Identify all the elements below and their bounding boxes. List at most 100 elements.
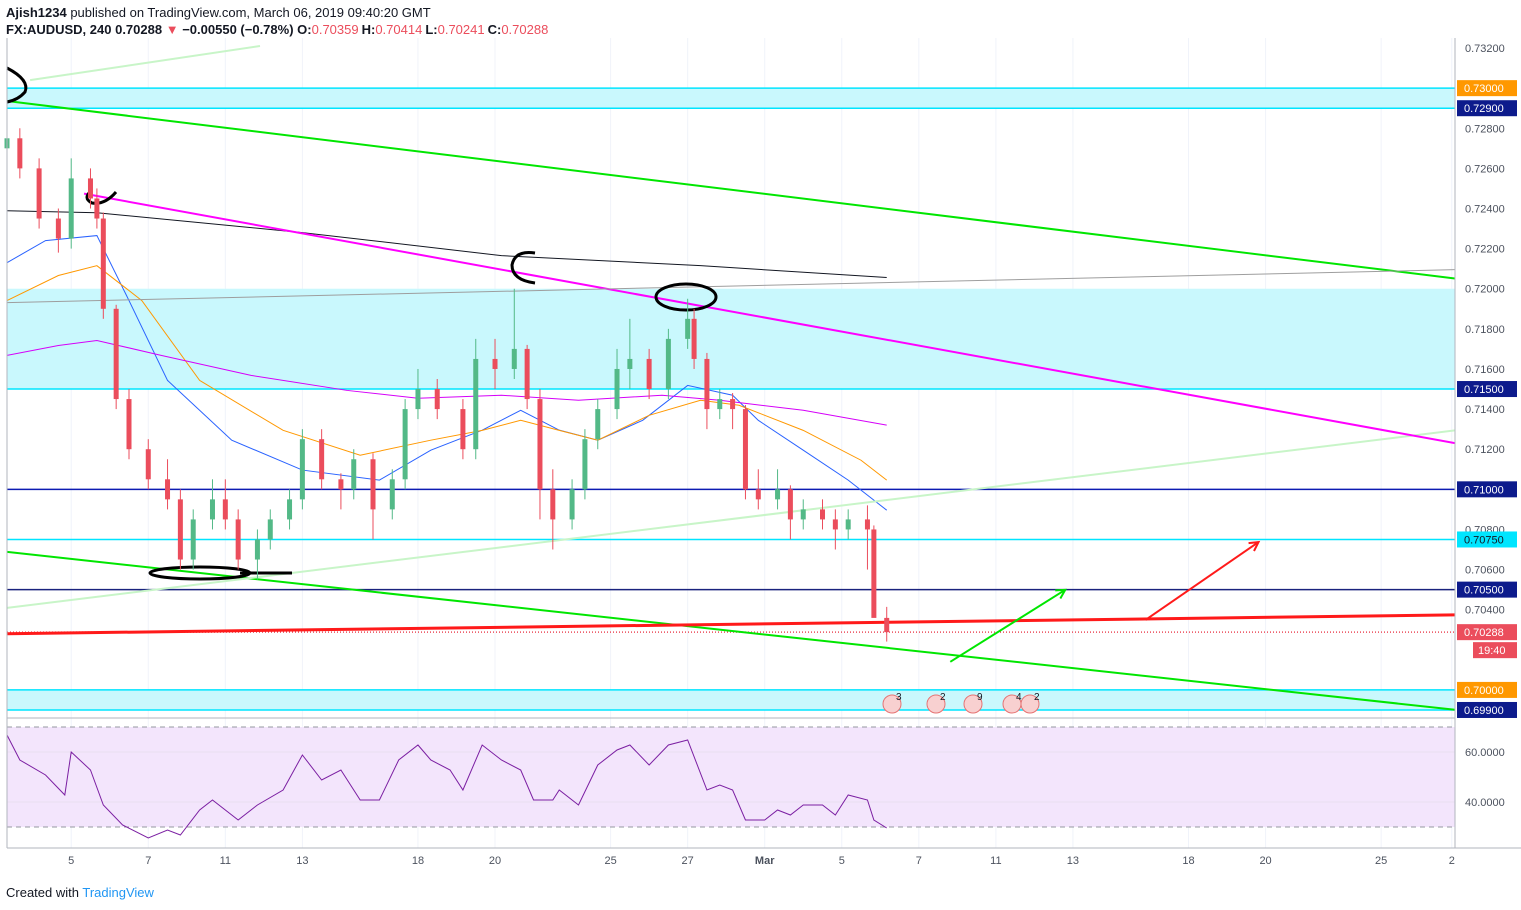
candle-body — [832, 519, 838, 530]
candle-body — [338, 479, 344, 490]
event-icon[interactable] — [926, 694, 946, 714]
candle-body — [287, 499, 293, 520]
candle-body — [537, 399, 543, 490]
y-tick-label: 0.71200 — [1465, 444, 1505, 456]
x-tick-label: 7 — [145, 855, 151, 867]
event-icon[interactable] — [1020, 694, 1040, 714]
x-tick-label: 5 — [839, 855, 845, 867]
candle-body — [370, 459, 376, 510]
trendline — [7, 429, 1455, 609]
ohlc-label: O: — [297, 22, 312, 37]
ohlc-value: 0.70241 — [437, 22, 485, 37]
candle-body — [113, 308, 119, 400]
trendline — [83, 192, 1455, 445]
price-label: 0.69900 — [1464, 705, 1504, 717]
x-tick-label: 27 — [682, 855, 694, 867]
candle-body — [704, 358, 710, 410]
ohlc-value: 0.70414 — [375, 22, 423, 37]
trendline — [7, 269, 1455, 304]
candle-body — [884, 617, 890, 633]
candle-body — [389, 479, 395, 510]
event-count: 2 — [1034, 692, 1040, 703]
event-icon[interactable] — [882, 694, 902, 714]
y-tick-label: 0.71800 — [1465, 324, 1505, 336]
x-tick-label: 25 — [1375, 855, 1387, 867]
ohlc-label: H: — [361, 22, 376, 37]
trendline — [949, 588, 1066, 663]
candle-body — [820, 509, 826, 520]
candle-body — [402, 409, 408, 480]
candle-body — [209, 499, 215, 520]
hand-curve — [85, 188, 118, 205]
price-label: 0.70500 — [1464, 585, 1504, 597]
price-label-bg — [1457, 80, 1517, 97]
candle-body — [190, 519, 196, 560]
x-tick-label: 20 — [489, 855, 501, 867]
y-tick-label: 60.0000 — [1465, 747, 1505, 759]
price-label-bg — [1457, 100, 1517, 117]
author[interactable]: Ajish1234 — [6, 5, 67, 20]
candle-body — [165, 479, 171, 500]
candle-body — [17, 138, 23, 169]
candle-body — [627, 358, 633, 369]
y-tick-label: 0.72800 — [1465, 123, 1505, 135]
candle-body — [434, 389, 440, 410]
x-tick-label: 13 — [296, 855, 308, 867]
candle-body — [569, 489, 575, 520]
moving-average — [7, 235, 888, 511]
rsi-band — [7, 727, 1455, 827]
brand[interactable]: TradingView — [82, 885, 154, 900]
candle-body — [473, 358, 479, 450]
x-tick-label: 11 — [220, 855, 231, 867]
zone — [7, 88, 1455, 109]
price-label: 0.71500 — [1464, 384, 1504, 396]
price-label: 0.73000 — [1464, 83, 1504, 95]
price-label: 0.71000 — [1464, 484, 1504, 496]
x-tick-label: 18 — [1182, 855, 1194, 867]
y-tick-label: 0.70600 — [1465, 565, 1505, 577]
frame — [6, 38, 1521, 849]
event-icon[interactable] — [963, 694, 983, 714]
y-tick-label: 0.73200 — [1465, 43, 1505, 55]
candle-body — [582, 439, 588, 490]
event-count: 2 — [940, 692, 946, 703]
hand-drawings — [6, 66, 718, 581]
price-label-bg — [1457, 681, 1517, 698]
candle-body — [755, 489, 761, 500]
y-tick-label: 0.71600 — [1465, 364, 1505, 376]
candle-body — [730, 399, 736, 410]
rsi-line — [7, 734, 887, 839]
candle-body — [775, 489, 781, 500]
candle-body — [68, 178, 74, 239]
arrow-head — [1248, 540, 1261, 552]
candle-body — [845, 519, 851, 530]
price-label-bg — [1457, 481, 1517, 498]
candle-body — [94, 198, 100, 219]
y-tick-label: 40.0000 — [1465, 797, 1505, 809]
candle-body — [646, 358, 652, 390]
ohlc-label: L: — [425, 22, 438, 37]
price-label: 0.70750 — [1464, 534, 1504, 546]
trendline — [1144, 541, 1260, 621]
x-tick-label: 2 — [1449, 855, 1455, 867]
candle-body — [126, 399, 132, 450]
y-tick-label: 0.72600 — [1465, 163, 1505, 175]
candle-body — [36, 168, 42, 219]
price-label: 0.72900 — [1464, 103, 1504, 115]
countdown: 19:40 — [1478, 645, 1506, 657]
candle-body — [614, 368, 620, 410]
candle-body — [787, 489, 793, 520]
hand-curve — [6, 66, 28, 104]
candle-body — [299, 439, 305, 500]
arrow-head — [1055, 588, 1067, 600]
candle-body — [717, 399, 723, 410]
ohlc-value: 0.70359 — [311, 22, 359, 37]
candle-body — [235, 519, 241, 560]
symbol-line: FX:AUDUSD, 240 0.70288 ▼ −0.00550 (−0.78… — [6, 22, 551, 37]
hand-ellipse — [654, 282, 718, 312]
candle-body — [511, 348, 517, 369]
trendline — [7, 99, 1455, 280]
candle-body — [864, 519, 870, 530]
symbol: FX:AUDUSD, 240 — [6, 22, 112, 37]
